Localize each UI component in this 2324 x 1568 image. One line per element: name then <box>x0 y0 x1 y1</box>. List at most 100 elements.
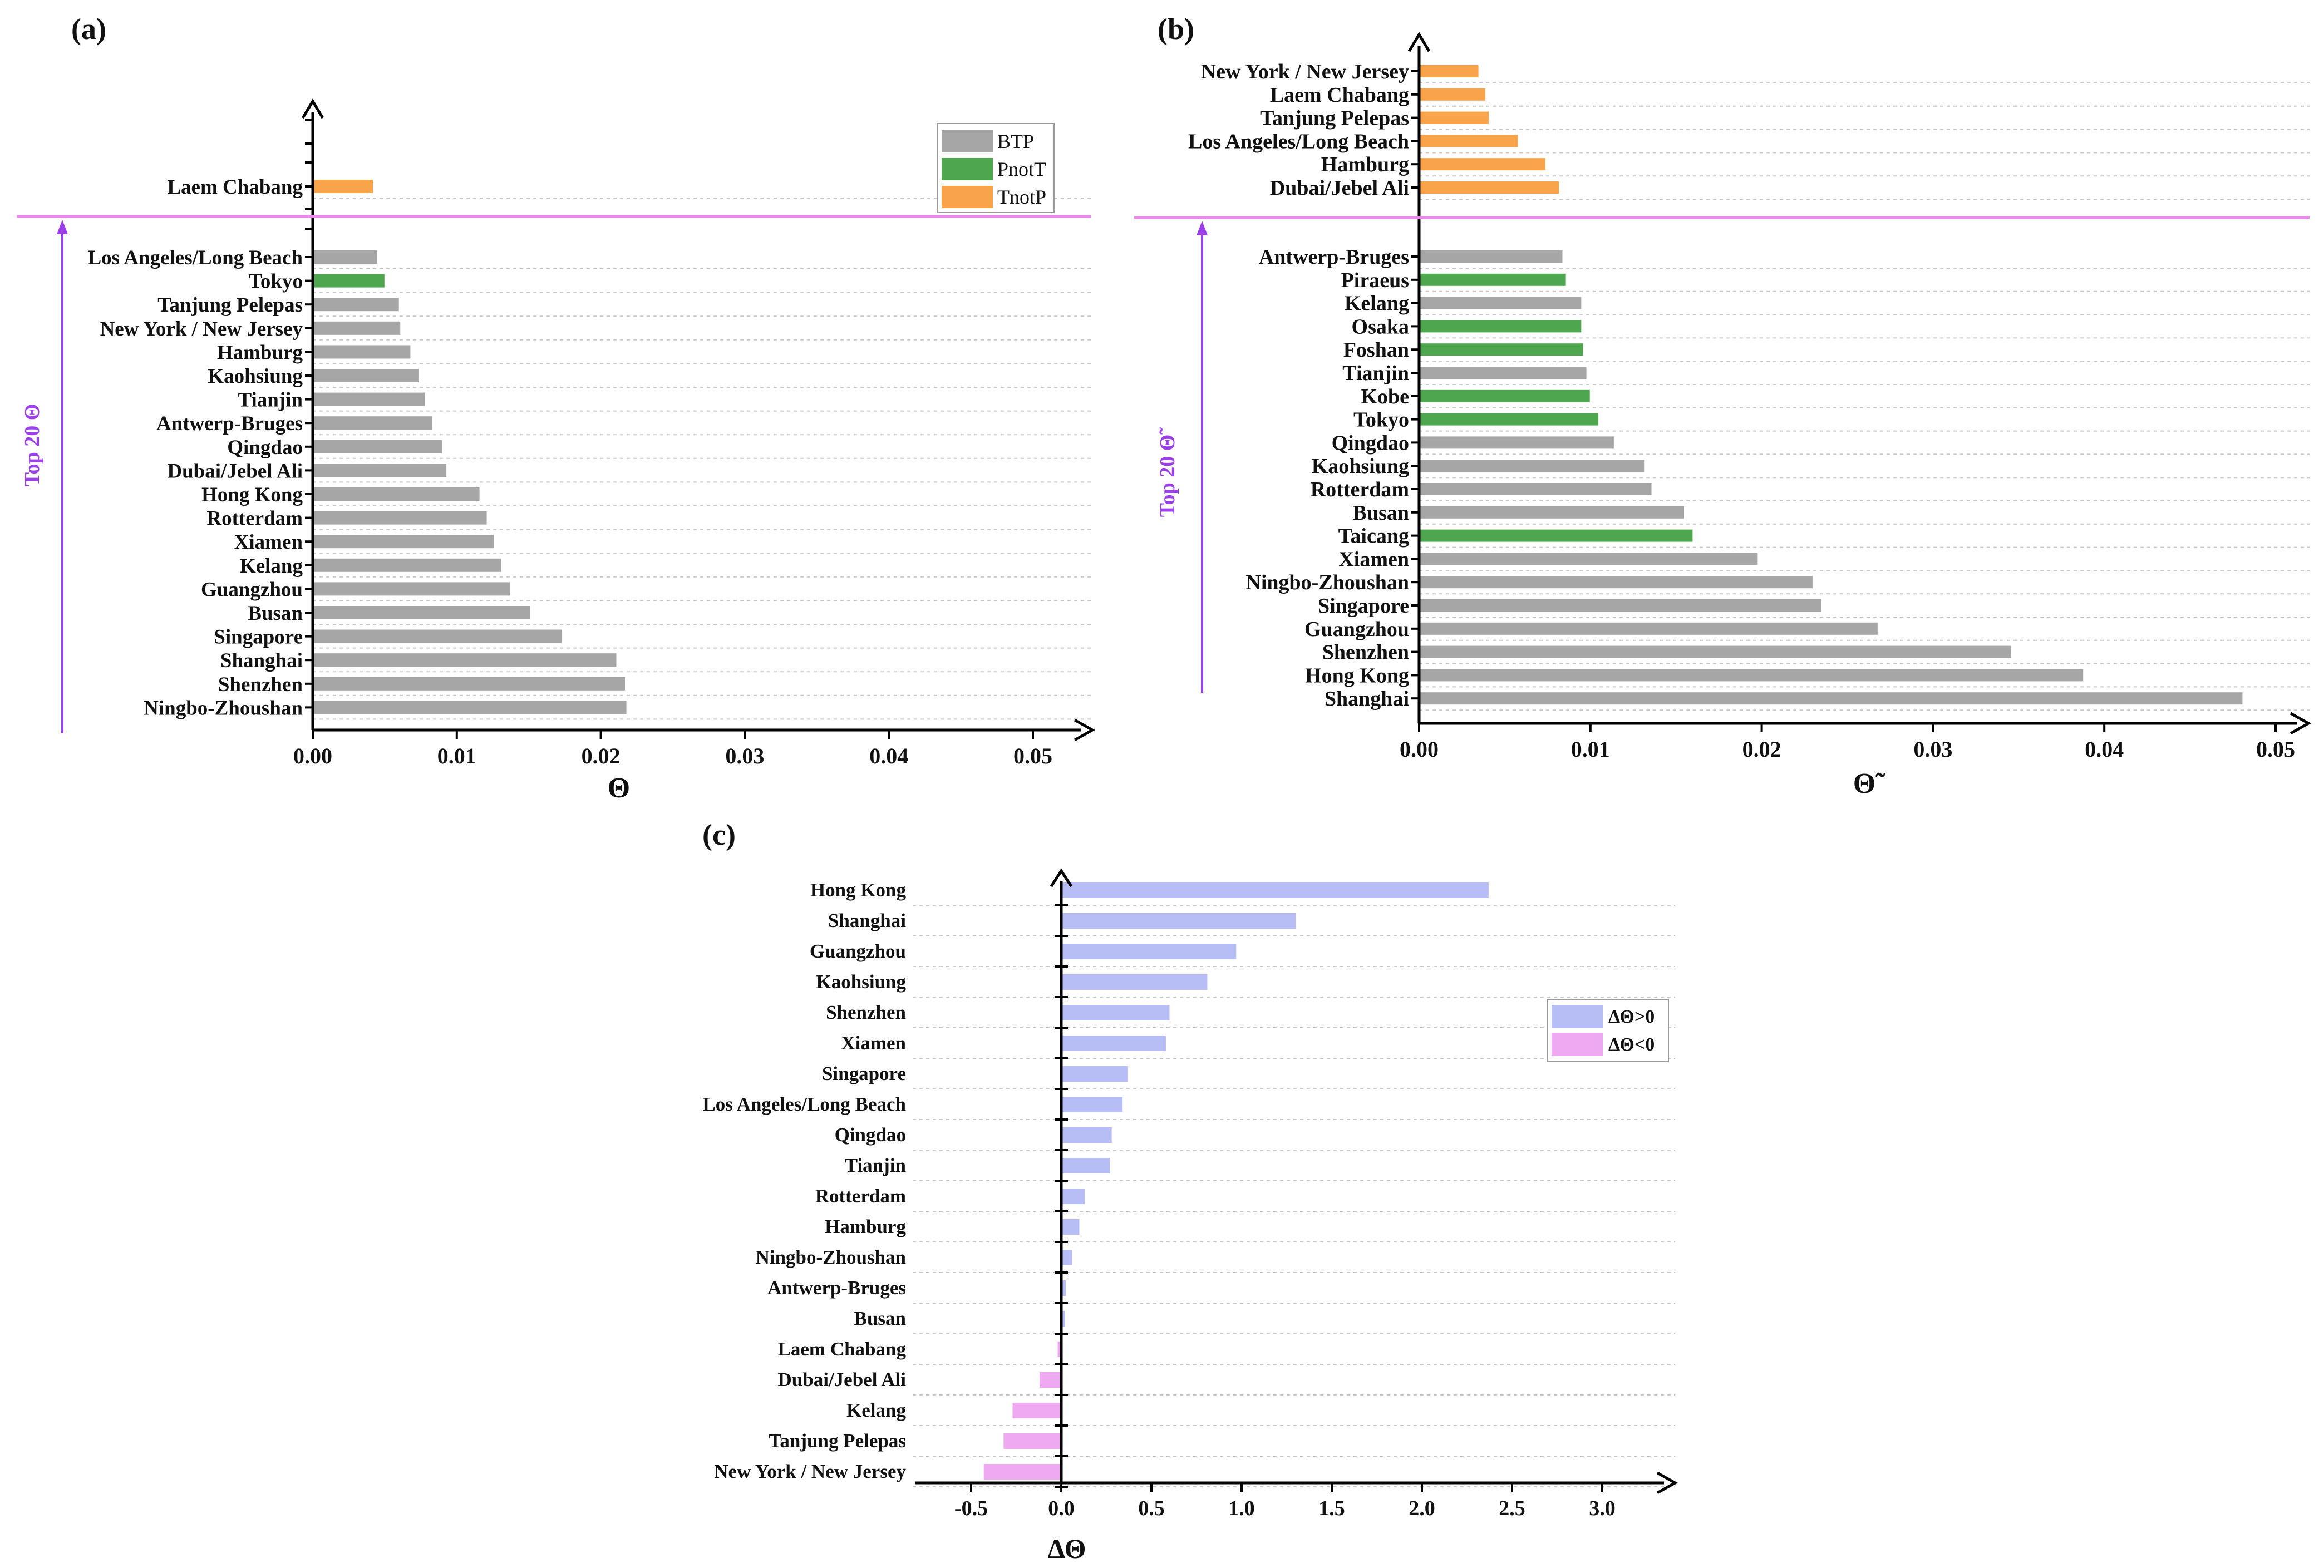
y-label-foshan: Foshan <box>1343 338 1409 362</box>
bar-shenzhen <box>1061 1005 1170 1020</box>
x-tick-label: 0.01 <box>437 743 476 768</box>
legend-label-pos: ΔΘ>0 <box>1608 1007 1655 1027</box>
bar-tianjin <box>1420 367 1587 379</box>
bar-los-angeles-long-beach <box>1420 135 1518 147</box>
y-label-hong-kong: Hong Kong <box>810 879 907 901</box>
x-tick-label: 0.02 <box>1742 737 1781 762</box>
x-axis-title: Θ̃ <box>1853 768 1885 800</box>
y-label-piraeus: Piraeus <box>1341 269 1409 292</box>
bar-rotterdam <box>1420 483 1652 495</box>
bar-new-york-new-jersey <box>1420 65 1479 77</box>
x-tick-label: 0.00 <box>293 743 332 768</box>
y-label-taicang: Taicang <box>1338 525 1409 548</box>
y-label-los-angeles-long-beach: Los Angeles/Long Beach <box>1188 130 1409 153</box>
x-tick-label: 1.5 <box>1318 1497 1345 1520</box>
bar-hong-kong <box>1061 882 1489 898</box>
x-tick-label: 1.0 <box>1228 1497 1255 1520</box>
bar-hong-kong <box>314 487 480 501</box>
bar-kaohsiung <box>1061 974 1208 990</box>
bar-dubai-jebel-ali <box>314 464 447 477</box>
x-tick-label: 0.03 <box>725 743 764 768</box>
y-label-tokyo: Tokyo <box>249 270 303 293</box>
y-label-rotterdam: Rotterdam <box>1311 478 1409 501</box>
bar-ningbo-zhoushan <box>314 701 627 714</box>
bar-antwerp-bruges <box>1061 1280 1066 1296</box>
bar-qingdao <box>314 440 442 453</box>
bar-osaka <box>1420 320 1582 333</box>
bar-busan <box>1420 506 1685 519</box>
top20-arrow-head <box>57 220 68 234</box>
top20-label: Top 20 Θ̃ <box>1156 427 1179 517</box>
x-tick-label: 2.0 <box>1409 1497 1435 1520</box>
bar-singapore <box>1420 599 1821 612</box>
bar-guangzhou <box>1420 622 1878 635</box>
y-label-ningbo-zhoushan: Ningbo-Zhoushan <box>1245 571 1409 594</box>
y-label-kaohsiung: Kaohsiung <box>1312 455 1409 478</box>
panel-c: (c) Hong Kong Shanghai Guangzhou Kaohsiung Sh… <box>702 818 1678 1564</box>
bar-busan <box>1061 1311 1065 1327</box>
x-axis-title: Θ <box>608 772 630 804</box>
bar-laem-chabang <box>1420 88 1485 101</box>
y-label-ningbo-zhoushan: Ningbo-Zhoushan <box>144 697 303 719</box>
bar-dubai-jebel-ali <box>1040 1372 1061 1388</box>
bar-guangzhou <box>314 582 510 596</box>
legend-swatch-tnotp <box>942 186 993 208</box>
y-label-busan: Busan <box>1353 501 1409 525</box>
y-axis-arrow <box>301 98 324 119</box>
legend-label-tnotp: TnotP <box>997 186 1046 208</box>
bar-tokyo <box>1420 413 1599 426</box>
y-label-los-angeles-long-beach: Los Angeles/Long Beach <box>88 246 303 269</box>
y-label-tanjung-pelepas: Tanjung Pelepas <box>1260 107 1409 130</box>
bar-qingdao <box>1420 436 1614 449</box>
y-axis-arrow <box>1050 868 1073 887</box>
y-label-busan: Busan <box>854 1308 906 1329</box>
y-label-shenzhen: Shenzhen <box>826 1002 906 1023</box>
y-label-qingdao: Qingdao <box>1332 431 1409 455</box>
bar-shenzhen <box>1420 645 2011 658</box>
y-label-kaohsiung: Kaohsiung <box>208 365 303 388</box>
y-label-new-york-new-jersey: New York / New Jersey <box>100 318 303 341</box>
y-label-singapore: Singapore <box>1318 594 1409 618</box>
y-label-singapore: Singapore <box>214 626 303 649</box>
legend: BTP PnotT TnotP <box>937 123 1055 213</box>
y-label-singapore: Singapore <box>822 1063 906 1084</box>
bar-hamburg <box>314 345 411 359</box>
y-label-kobe: Kobe <box>1361 385 1409 408</box>
bar-tianjin <box>1061 1158 1110 1173</box>
y-label-busan: Busan <box>248 602 303 625</box>
y-label-dubai-jebel-ali: Dubai/Jebel Ali <box>778 1369 907 1391</box>
bar-hamburg <box>1420 158 1545 171</box>
y-label-kelang: Kelang <box>240 555 303 578</box>
top20-label: Top 20 Θ <box>21 404 44 487</box>
y-label-dubai-jebel-ali: Dubai/Jebel Ali <box>1270 176 1409 200</box>
y-label-xiamen: Xiamen <box>234 531 303 554</box>
x-axis-arrow <box>1656 1471 1678 1495</box>
bar-shanghai <box>314 653 617 667</box>
bar-kelang <box>314 558 501 572</box>
bar-tanjung-pelepas <box>1003 1433 1061 1449</box>
bar-rotterdam <box>1061 1189 1085 1204</box>
legend-swatch-pnott <box>942 158 993 180</box>
y-label-new-york-new-jersey: New York / New Jersey <box>714 1461 906 1482</box>
x-tick-label: 3.0 <box>1589 1497 1616 1520</box>
y-label-rotterdam: Rotterdam <box>815 1185 906 1207</box>
y-label-xiamen: Xiamen <box>1338 548 1409 571</box>
bar-shanghai <box>1061 913 1296 929</box>
x-tick-label: 0.5 <box>1138 1497 1165 1520</box>
y-label-antwerp-bruges: Antwerp-Bruges <box>767 1277 906 1299</box>
legend-swatch-neg <box>1552 1033 1603 1056</box>
panel-label: (a) <box>71 12 106 46</box>
y-label-hong-kong: Hong Kong <box>1305 664 1409 687</box>
y-label-kelang: Kelang <box>1345 292 1409 315</box>
y-label-hamburg: Hamburg <box>825 1216 906 1237</box>
bar-dubai-jebel-ali <box>1420 181 1559 194</box>
top20-arrow-head <box>1197 221 1208 235</box>
bar-xiamen <box>314 535 494 549</box>
y-label-los-angeles-long-beach: Los Angeles/Long Beach <box>702 1093 906 1115</box>
x-tick-label: 0.04 <box>869 743 908 768</box>
bar-tanjung-pelepas <box>314 298 399 312</box>
x-tick-label: 0.03 <box>1913 737 1952 762</box>
bar-kaohsiung <box>1420 460 1645 472</box>
